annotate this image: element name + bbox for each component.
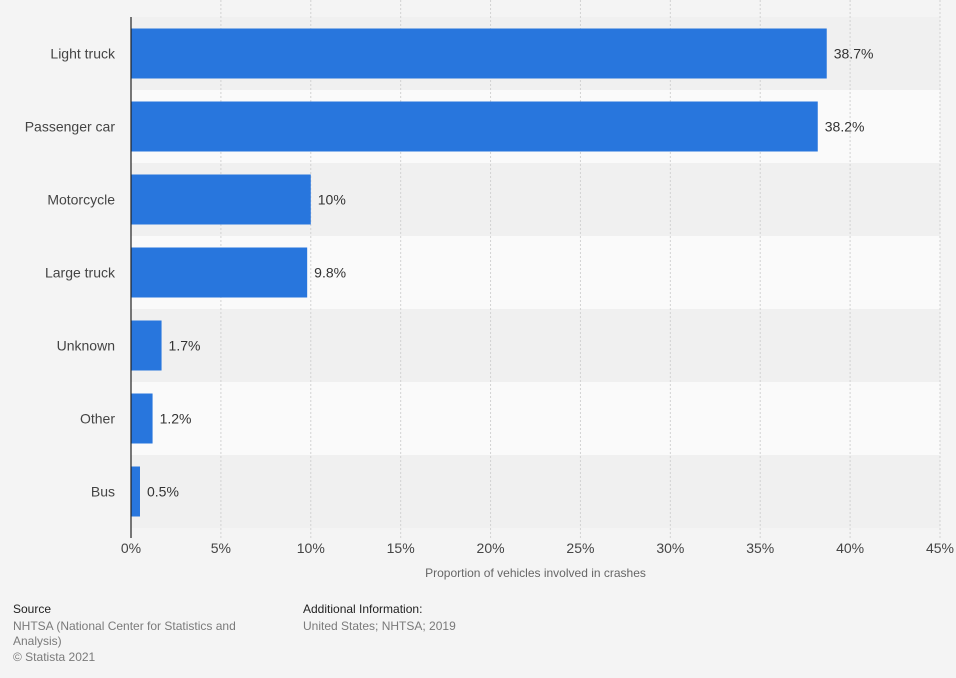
x-tick-label: 45% <box>926 540 954 556</box>
source-line-1[interactable]: NHTSA (National Center for Statistics an… <box>13 619 236 633</box>
data-label: 38.2% <box>825 119 865 135</box>
x-tick-label: 15% <box>387 540 415 556</box>
x-tick-label: 30% <box>656 540 684 556</box>
data-label: 38.7% <box>834 46 874 62</box>
row-band <box>131 309 940 382</box>
data-label: 0.5% <box>147 484 179 500</box>
bar[interactable] <box>131 320 162 371</box>
x-tick-label: 35% <box>746 540 774 556</box>
data-label: 1.2% <box>160 411 192 427</box>
bar[interactable] <box>131 247 308 298</box>
bar[interactable] <box>131 174 311 225</box>
category-label: Passenger car <box>25 119 116 135</box>
bar[interactable] <box>131 101 818 152</box>
additional-info-heading: Additional Information: <box>303 602 423 616</box>
additional-info-text: United States; NHTSA; 2019 <box>303 619 456 633</box>
source-line-2[interactable]: Analysis) <box>13 634 62 648</box>
bar[interactable] <box>131 28 827 79</box>
x-tick-label: 25% <box>566 540 594 556</box>
x-tick-label: 5% <box>211 540 231 556</box>
row-band <box>131 455 940 528</box>
data-label: 9.8% <box>314 265 346 281</box>
source-heading: Source <box>13 602 52 616</box>
category-label: Unknown <box>57 338 115 354</box>
bar[interactable] <box>131 466 140 517</box>
data-label: 1.7% <box>169 338 201 354</box>
bar[interactable] <box>131 393 153 444</box>
category-label: Light truck <box>50 46 116 62</box>
category-label: Bus <box>91 484 115 500</box>
data-label: 10% <box>318 192 346 208</box>
category-label: Other <box>80 411 115 427</box>
x-tick-label: 20% <box>477 540 505 556</box>
category-label: Large truck <box>45 265 116 281</box>
category-label: Motorcycle <box>47 192 115 208</box>
row-band <box>131 382 940 455</box>
copyright-text: © Statista 2021 <box>13 650 96 664</box>
x-tick-label: 10% <box>297 540 325 556</box>
bar-chart: Light truck 38.7% Passenger car 38.2% Motorc… <box>25 0 954 580</box>
x-tick-label: 0% <box>121 540 141 556</box>
x-tick-label: 40% <box>836 540 864 556</box>
x-axis-title: Proportion of vehicles involved in crash… <box>425 566 646 580</box>
